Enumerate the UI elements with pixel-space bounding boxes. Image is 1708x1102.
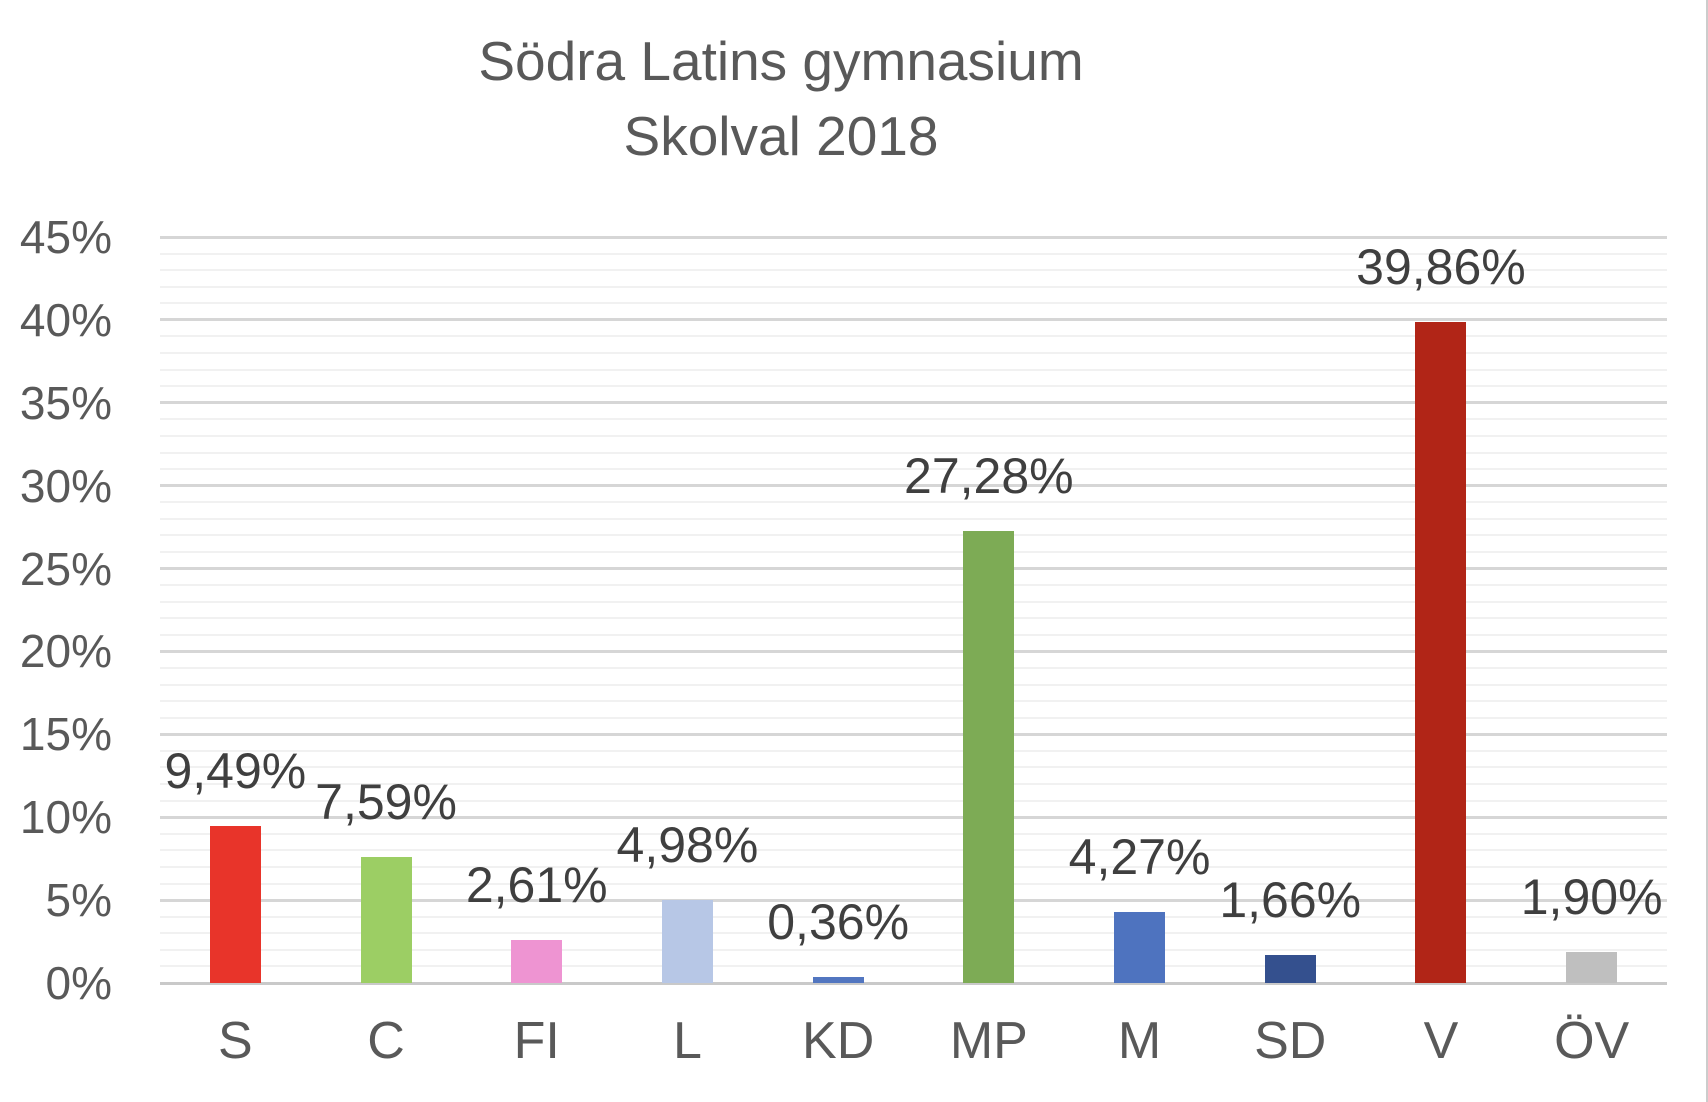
x-axis-line: [160, 981, 1667, 985]
x-axis-label-KD: KD: [802, 1012, 875, 1070]
chart-title: Södra Latins gymnasium Skolval 2018: [0, 24, 1562, 174]
minor-gridline: [160, 434, 1667, 437]
minor-gridline: [160, 517, 1667, 520]
minor-gridline: [160, 683, 1667, 686]
minor-gridline: [160, 799, 1667, 802]
minor-gridline: [160, 965, 1667, 968]
y-axis-tick-label: 20%: [19, 625, 112, 678]
minor-gridline: [160, 468, 1667, 471]
minor-gridline: [160, 832, 1667, 835]
chart-title-line1: Södra Latins gymnasium: [478, 30, 1084, 92]
y-axis-tick-label: 25%: [19, 542, 112, 595]
minor-gridline: [160, 600, 1667, 603]
x-axis-label-ÖV: ÖV: [1554, 1012, 1630, 1070]
minor-gridline: [160, 783, 1667, 786]
bar-KD: [812, 977, 864, 983]
x-axis-label-SD: SD: [1254, 1012, 1327, 1070]
bar-ÖV: [1566, 951, 1618, 983]
minor-gridline: [160, 766, 1667, 769]
major-gridline: [160, 235, 1667, 239]
y-axis-tick-label: 30%: [19, 459, 112, 512]
minor-gridline: [160, 302, 1667, 305]
minor-gridline: [160, 849, 1667, 852]
minor-gridline: [160, 534, 1667, 537]
bar-S: [209, 825, 261, 983]
major-gridline: [160, 318, 1667, 322]
major-gridline: [160, 898, 1667, 902]
minor-gridline: [160, 550, 1667, 553]
y-axis-tick-label: 40%: [19, 293, 112, 346]
major-gridline: [160, 401, 1667, 405]
data-label-L: 4,98%: [616, 817, 759, 874]
data-label-MP: 27,28%: [904, 447, 1074, 504]
minor-gridline: [160, 700, 1667, 703]
x-axis-label-C: C: [367, 1012, 405, 1070]
minor-gridline: [160, 633, 1667, 636]
data-label-V: 39,86%: [1356, 239, 1526, 296]
major-gridline: [160, 649, 1667, 653]
minor-gridline: [160, 865, 1667, 868]
bar-C: [360, 857, 412, 983]
data-label-C: 7,59%: [315, 774, 457, 831]
x-axis-label-FI: FI: [513, 1012, 560, 1070]
bar-M: [1114, 912, 1166, 983]
x-axis-label-V: V: [1423, 1012, 1459, 1070]
minor-gridline: [160, 418, 1667, 421]
y-axis-tick-label: 35%: [19, 376, 112, 429]
major-gridline: [160, 732, 1667, 736]
minor-gridline: [160, 882, 1667, 885]
minor-gridline: [160, 501, 1667, 504]
minor-gridline: [160, 716, 1667, 719]
minor-gridline: [160, 948, 1667, 951]
bar-FI: [511, 939, 563, 983]
minor-gridline: [160, 269, 1667, 272]
data-label-S: 9,49%: [164, 742, 307, 799]
minor-gridline: [160, 352, 1667, 355]
x-axis-label-S: S: [218, 1012, 253, 1070]
minor-gridline: [160, 617, 1667, 620]
minor-gridline: [160, 749, 1667, 752]
x-axis-label-MP: MP: [949, 1012, 1028, 1070]
screenshot-right-border: [1706, 0, 1708, 1102]
minor-gridline: [160, 252, 1667, 255]
y-axis-tick-label: 45%: [19, 211, 112, 263]
minor-gridline: [160, 385, 1667, 388]
y-axis-tick-label: 10%: [19, 791, 112, 844]
minor-gridline: [160, 285, 1667, 288]
data-label-M: 4,27%: [1068, 829, 1211, 886]
data-label-KD: 0,36%: [767, 894, 910, 951]
major-gridline: [160, 815, 1667, 819]
x-axis-label-L: L: [672, 1012, 702, 1070]
major-gridline: [160, 484, 1667, 488]
bar-SD: [1264, 955, 1316, 983]
minor-gridline: [160, 335, 1667, 338]
data-label-FI: 2,61%: [465, 856, 608, 913]
y-axis-tick-label: 0%: [45, 957, 112, 1009]
data-label-ÖV: 1,90%: [1520, 868, 1663, 925]
minor-gridline: [160, 915, 1667, 918]
minor-gridline: [160, 584, 1667, 587]
chart-title-line2: Skolval 2018: [623, 105, 939, 167]
minor-gridline: [160, 667, 1667, 670]
bar-MP: [963, 530, 1015, 983]
minor-gridline: [160, 932, 1667, 935]
minor-gridline: [160, 368, 1667, 371]
major-gridline: [160, 567, 1667, 571]
y-axis-tick-label: 5%: [45, 874, 112, 927]
bar-L: [661, 900, 713, 983]
bar-V: [1415, 322, 1467, 983]
data-label-SD: 1,66%: [1219, 872, 1362, 929]
y-axis-tick-label: 15%: [19, 708, 112, 761]
x-axis-label-M: M: [1117, 1012, 1162, 1070]
minor-gridline: [160, 451, 1667, 454]
